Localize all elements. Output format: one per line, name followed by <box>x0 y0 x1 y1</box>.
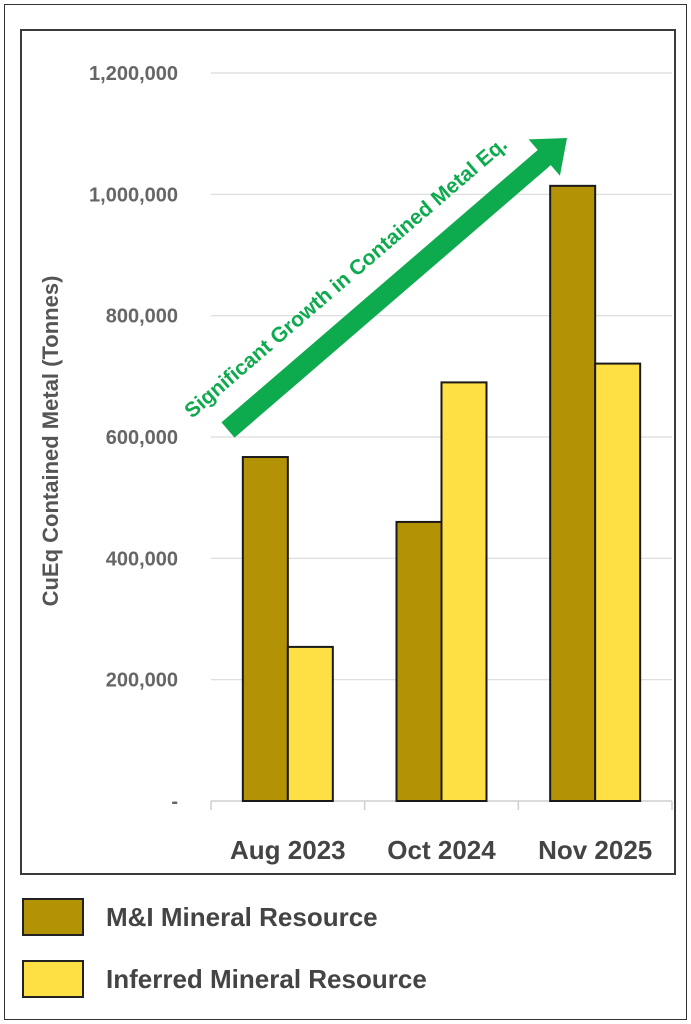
bar-inferred <box>286 645 334 803</box>
x-category-label: Oct 2024 <box>387 835 496 865</box>
bar-mi <box>241 456 289 802</box>
legend-label-inferred: Inferred Mineral Resource <box>106 963 427 994</box>
legend-item-mi: M&I Mineral Resource <box>22 895 662 939</box>
growth-arrow-shape <box>221 138 568 438</box>
y-tick-label: 1,200,000 <box>89 63 178 85</box>
bar-mi <box>549 184 597 802</box>
x-category-label: Aug 2023 <box>230 835 346 865</box>
y-tick-label: - <box>171 791 178 813</box>
growth-annotation: Significant Growth in Contained Metal Eq… <box>180 133 511 423</box>
y-axis-title: CuEq Contained Metal (Tonnes) <box>38 276 63 607</box>
y-tick-label: 200,000 <box>106 670 178 692</box>
legend-item-inferred: Inferred Mineral Resource <box>22 957 662 1001</box>
growth-arrow <box>221 138 568 438</box>
legend-swatch-mi <box>22 898 84 936</box>
legend-label-mi: M&I Mineral Resource <box>106 901 378 932</box>
bar-mi <box>395 520 443 803</box>
y-tick-label: 1,000,000 <box>89 184 178 206</box>
y-tick-label: 800,000 <box>106 306 178 328</box>
bar-inferred <box>440 381 488 802</box>
y-tick-label: 600,000 <box>106 427 178 449</box>
x-category-label: Nov 2025 <box>538 835 652 865</box>
page-frame <box>4 4 687 1020</box>
bar-inferred <box>594 362 642 802</box>
y-tick-label: 400,000 <box>106 548 178 570</box>
legend-swatch-inferred <box>22 960 84 998</box>
